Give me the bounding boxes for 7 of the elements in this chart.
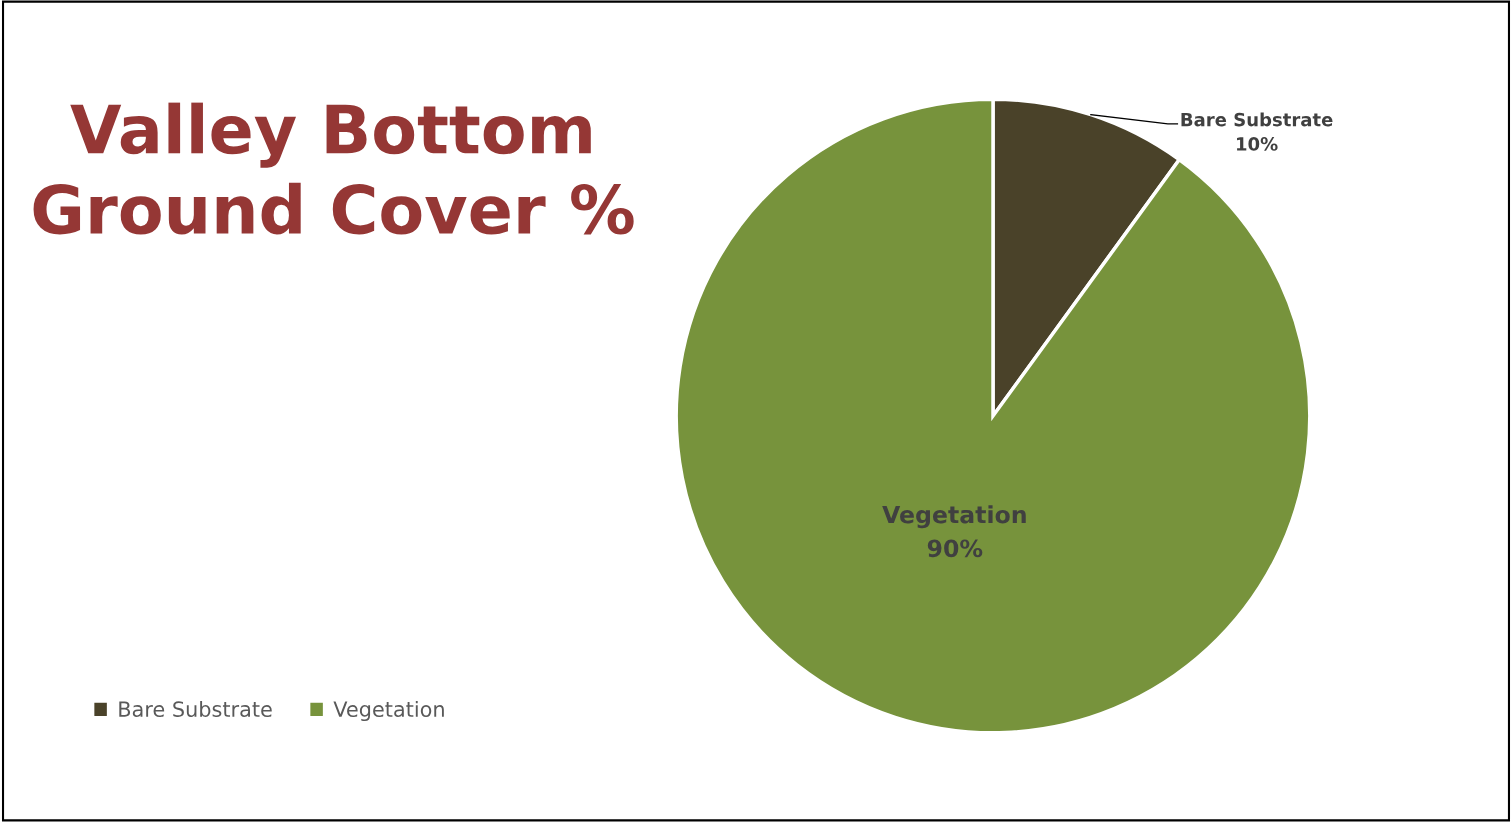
legend-label: Vegetation (333, 700, 444, 722)
slice-label: Bare Substrate (1181, 112, 1333, 127)
data-label: 10% (1237, 137, 1278, 151)
slice-label: Vegetation (882, 505, 1026, 529)
data-label: 90% (927, 539, 983, 558)
legend-label: Bare Substrate (119, 700, 272, 718)
text: Valley Bottom Ground Cover % (33, 102, 634, 235)
